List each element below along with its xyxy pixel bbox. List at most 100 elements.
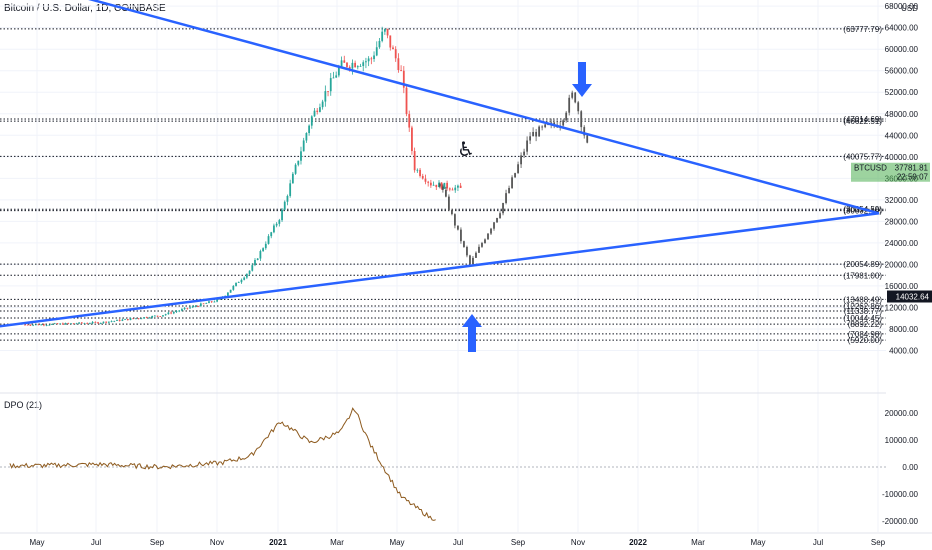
candle-body <box>446 182 449 189</box>
candle-body <box>32 324 34 326</box>
arrow-down-icon-head <box>572 84 592 97</box>
candle-body <box>370 58 373 60</box>
level-label: (7084.98) <box>848 330 883 339</box>
time-tick-label: Mar <box>330 538 344 547</box>
candle-body <box>153 315 156 317</box>
candle-body <box>348 66 351 69</box>
candle-body <box>208 301 210 304</box>
time-tick-label: Jul <box>453 538 463 547</box>
dpo-tick-label: -20000.00 <box>882 517 919 526</box>
candle-body <box>270 232 273 237</box>
candle-body <box>29 325 32 326</box>
candle-body <box>321 101 324 108</box>
candle-body <box>373 55 375 60</box>
time-tick-label: Jul <box>813 538 823 547</box>
level-label: (12262.86) <box>843 302 882 311</box>
candle-body <box>394 49 397 59</box>
time-tick-label: Nov <box>210 538 224 547</box>
price-tick-label: 12000.00 <box>885 303 919 312</box>
candle-body <box>99 322 102 324</box>
candle-body <box>145 317 148 318</box>
time-tick-label: May <box>389 538 404 547</box>
candle-body <box>421 175 424 179</box>
candle-body <box>26 324 29 326</box>
projection-body <box>466 246 468 256</box>
candle-body <box>375 47 378 56</box>
level-label: (11338.77) <box>844 307 882 316</box>
price-tick-label: 16000.00 <box>885 282 919 291</box>
price-tick-label: 60000.00 <box>885 45 919 54</box>
projection-body <box>529 136 531 141</box>
dpo-tick-label: -10000.00 <box>882 490 919 499</box>
candle-body <box>129 318 132 321</box>
projection-body <box>454 214 456 226</box>
candle-body <box>443 182 446 189</box>
projection-body <box>565 112 568 121</box>
dpo-tick-label: 0.00 <box>902 463 918 472</box>
candle-body <box>89 323 91 325</box>
candle-body <box>283 201 286 210</box>
candle-body <box>237 282 240 283</box>
candle-body <box>367 58 370 62</box>
candle-body <box>151 315 154 318</box>
candle-body <box>240 279 243 283</box>
candle-body <box>454 187 457 191</box>
price-tick-label: 28000.00 <box>885 217 919 226</box>
candle-body <box>199 303 202 307</box>
candles <box>24 26 462 327</box>
projection-body <box>481 243 483 247</box>
projection-body <box>499 213 501 218</box>
candle-body <box>167 312 170 315</box>
candle-body <box>365 61 367 63</box>
projection-body <box>508 187 510 194</box>
level-label: (13488.49) <box>843 295 882 304</box>
price-tick-label: 68000.00 <box>885 2 919 11</box>
level-label: (30002.49) <box>843 207 882 216</box>
countdown-timer: 22:59:07 <box>897 173 929 182</box>
candle-body <box>40 324 43 326</box>
candle-body <box>383 29 386 32</box>
time-tick-label: 2021 <box>269 538 287 547</box>
projection-body <box>442 186 444 190</box>
candle-body <box>251 265 254 271</box>
candle-body <box>116 319 118 321</box>
time-tick-label: Sep <box>511 538 526 547</box>
candle-body <box>289 183 292 196</box>
wheelchair-icon: ♿ <box>457 137 475 161</box>
projection-body <box>520 155 522 165</box>
projection-body <box>448 196 450 211</box>
candle-body <box>97 322 99 324</box>
time-tick-label: May <box>29 538 44 547</box>
time-tick-label: Sep <box>871 538 886 547</box>
candle-body <box>302 140 305 152</box>
candle-body <box>327 91 329 92</box>
candle-body <box>45 325 48 326</box>
candle-body <box>435 184 438 188</box>
candle-body <box>232 285 235 290</box>
level-label: (17981.00) <box>843 271 882 280</box>
candle-body <box>337 67 340 76</box>
arrow-down-icon <box>578 62 586 84</box>
candle-body <box>105 321 108 323</box>
price-tick-label: 48000.00 <box>885 110 919 119</box>
projection-body <box>523 151 525 156</box>
candle-body <box>389 35 392 48</box>
projection-body <box>526 140 528 152</box>
projection-candles <box>438 90 589 266</box>
candle-body <box>94 321 97 323</box>
candle-body <box>254 259 256 266</box>
dpo-tick-label: 10000.00 <box>885 436 919 445</box>
candle-body <box>329 78 332 92</box>
candle-body <box>335 75 338 78</box>
candle-body <box>413 151 416 171</box>
candle-body <box>189 307 191 309</box>
candle-body <box>202 303 205 305</box>
candle-body <box>291 173 294 184</box>
candle-body <box>424 178 427 182</box>
candle-body <box>308 125 311 134</box>
projection-body <box>496 217 498 223</box>
price-tick-label: 4000.00 <box>889 346 918 355</box>
